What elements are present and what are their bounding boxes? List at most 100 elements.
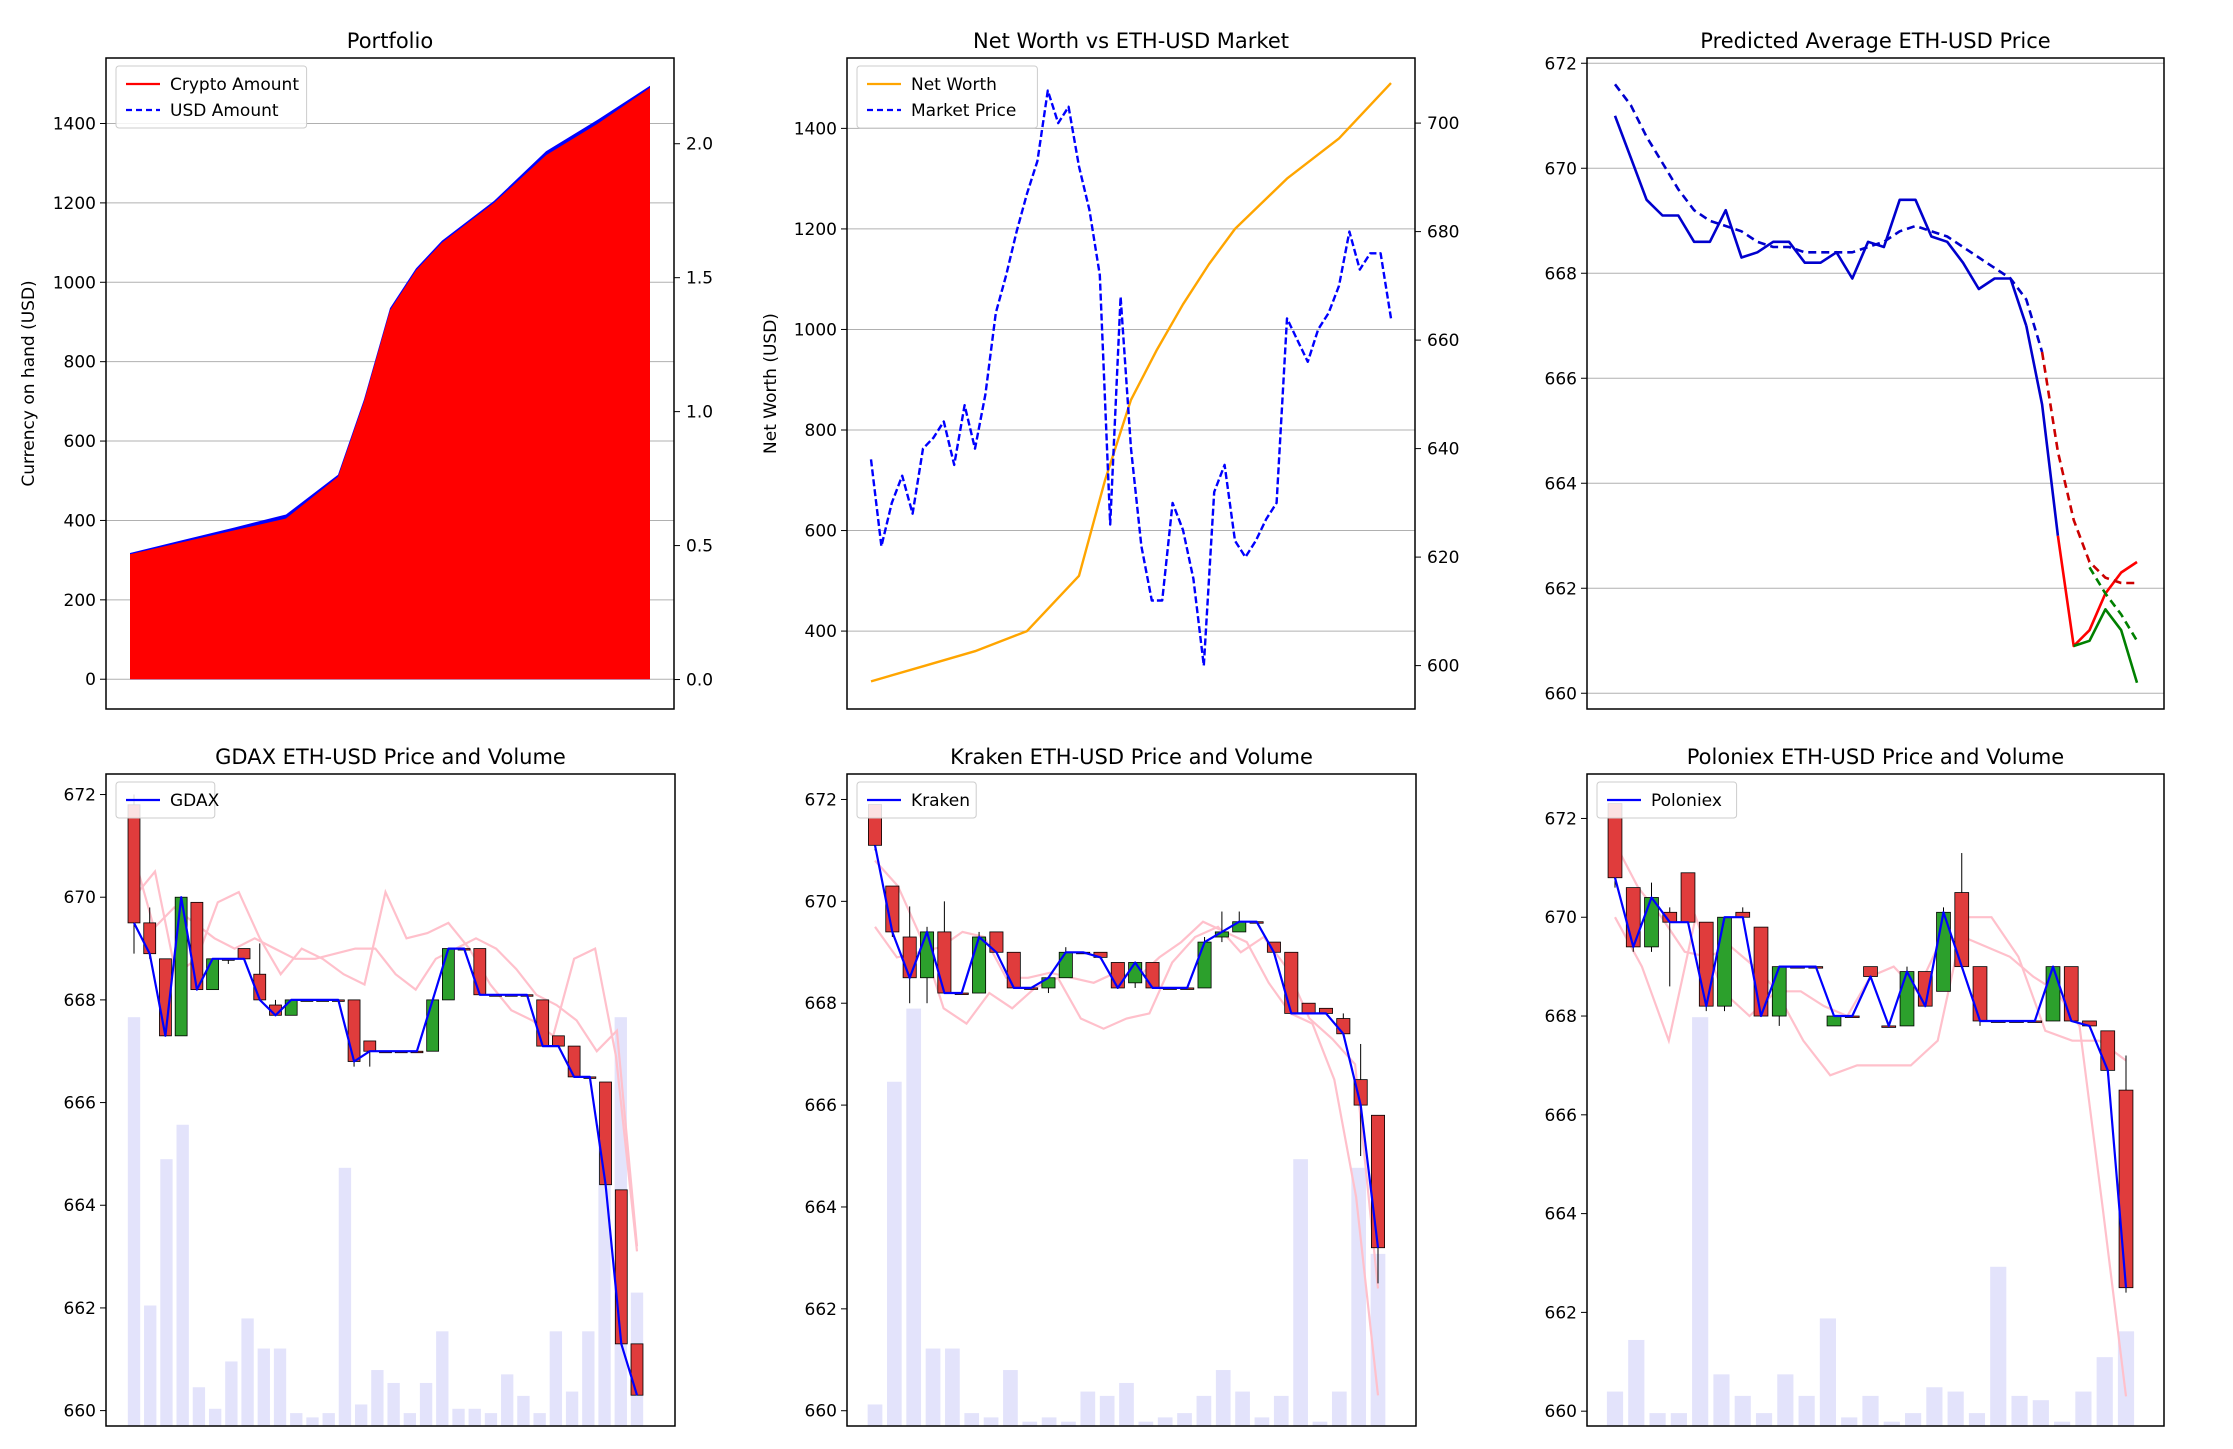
y-tick-label: 800	[64, 353, 96, 373]
y-tick-label: 0	[85, 670, 96, 690]
candle-down	[1110, 962, 1125, 989]
volume-bar	[983, 1417, 999, 1426]
candle-down	[1954, 892, 1970, 968]
crypto-amount-area	[130, 87, 650, 680]
candle-down	[127, 804, 141, 924]
prediction-line-2	[1613, 83, 2044, 353]
y2-tick-label: 660	[1427, 331, 1459, 351]
y-tick-label: 660	[64, 1402, 96, 1422]
y-tick-label: 1200	[53, 194, 96, 214]
y-tick-label: 668	[805, 994, 837, 1014]
axes-frame	[1586, 57, 2165, 710]
volume-bar	[964, 1413, 980, 1426]
y-tick-label: 400	[805, 622, 837, 642]
volume-bar	[208, 1408, 222, 1426]
y2-tick-label: 0.0	[686, 671, 713, 691]
candle-down	[1145, 962, 1160, 989]
volume-bar	[1670, 1413, 1687, 1426]
y-tick-label: 670	[805, 892, 837, 912]
subplot-5: Kraken ETH-USD Price and Volume 660 662 664…	[805, 745, 1417, 1427]
y-tick-label: 670	[64, 888, 96, 908]
legend-label: Poloniex	[1651, 791, 1722, 811]
y-tick-label: 664	[1545, 474, 1577, 494]
volume-bar	[225, 1361, 238, 1426]
candle-down	[237, 948, 251, 960]
volume-bar	[2096, 1357, 2113, 1426]
candle-up	[284, 999, 298, 1016]
volume-bar	[549, 1331, 563, 1426]
y-tick-label: 200	[64, 591, 96, 611]
y-tick-label: 600	[64, 432, 96, 452]
subplot-title: Predicted Average ETH-USD Price	[1700, 29, 2050, 53]
volume-bar	[1734, 1395, 1751, 1426]
y-tick-label: 670	[1545, 159, 1577, 179]
volume-bar	[1841, 1417, 1858, 1426]
subplot-title: Portfolio	[347, 29, 433, 53]
candle-up	[1771, 966, 1787, 1017]
volume-bar	[1331, 1391, 1347, 1426]
candle-down	[552, 1035, 565, 1047]
y2-tick-label: 1.5	[686, 269, 713, 289]
volume-bar	[144, 1305, 157, 1426]
market-price-line	[869, 89, 1393, 667]
axes-frame	[1586, 773, 2165, 1427]
y-tick-label: 668	[64, 991, 96, 1011]
volume-bar	[1926, 1387, 1943, 1426]
y-tick-label: 672	[1545, 54, 1577, 74]
y-tick-label: 662	[1545, 579, 1577, 599]
legend-box	[115, 781, 216, 819]
candle-down	[902, 936, 917, 979]
volume-bar	[1947, 1391, 1964, 1426]
legend-label: Kraken	[911, 791, 970, 811]
volume-bar	[1157, 1417, 1173, 1426]
subplot-title: Kraken ETH-USD Price and Volume	[950, 745, 1313, 769]
y-tick-label: 1000	[794, 320, 837, 340]
y-tick-label: 666	[1545, 1106, 1577, 1126]
candle-down	[1301, 1002, 1316, 1014]
price-line	[873, 845, 1380, 1248]
axes-frame	[846, 773, 1417, 1427]
moving-average-line	[133, 869, 639, 1252]
y-axis-label: Net Worth (USD)	[761, 313, 781, 454]
y-tick-label: 800	[805, 421, 837, 441]
volume-bar	[1196, 1395, 1212, 1426]
candle-up	[920, 931, 935, 979]
volume-bar	[517, 1395, 530, 1426]
y-tick-label: 1400	[794, 119, 837, 139]
volume-bar	[925, 1348, 941, 1426]
volume-bar	[1862, 1395, 1879, 1426]
volume-bar	[403, 1413, 417, 1426]
legend-label: Crypto Amount	[170, 75, 299, 95]
volume-bar	[2011, 1395, 2028, 1426]
candle-up	[1717, 916, 1732, 1007]
volume-bar	[1819, 1318, 1837, 1426]
volume-bar	[306, 1417, 319, 1426]
volume-bar	[886, 1081, 902, 1426]
y-tick-label: 400	[64, 511, 96, 531]
moving-average-line	[1614, 842, 2128, 1397]
volume-bar	[322, 1413, 335, 1426]
y2-tick-label: 640	[1427, 440, 1459, 460]
y2-tick-label: 2.0	[686, 135, 713, 155]
volume-bar	[565, 1391, 579, 1426]
legend-label: GDAX	[170, 791, 220, 811]
y-tick-label: 666	[805, 1096, 837, 1116]
subplot-2: Net Worth vs ETH-USD Market 400 600 800 1000…	[761, 29, 1459, 710]
volume-bar	[1628, 1339, 1645, 1426]
candle-down	[567, 1045, 581, 1078]
y-tick-label: 664	[805, 1198, 837, 1218]
volume-bar	[1883, 1421, 1900, 1426]
volume-bar	[1713, 1374, 1730, 1426]
volume-bar	[867, 1404, 883, 1426]
volume-bar	[1119, 1382, 1134, 1426]
axes-frame	[105, 57, 675, 710]
volume-bar	[533, 1413, 546, 1426]
moving-average-line	[132, 855, 639, 1247]
legend-box	[1596, 781, 1738, 819]
prediction-line-5	[2040, 351, 2137, 585]
volume-bar	[1692, 1017, 1709, 1426]
candle-down	[1284, 951, 1299, 1014]
volume-bar	[1273, 1395, 1289, 1426]
volume-bar	[1990, 1266, 2007, 1426]
y-tick-label: 1200	[794, 220, 837, 240]
